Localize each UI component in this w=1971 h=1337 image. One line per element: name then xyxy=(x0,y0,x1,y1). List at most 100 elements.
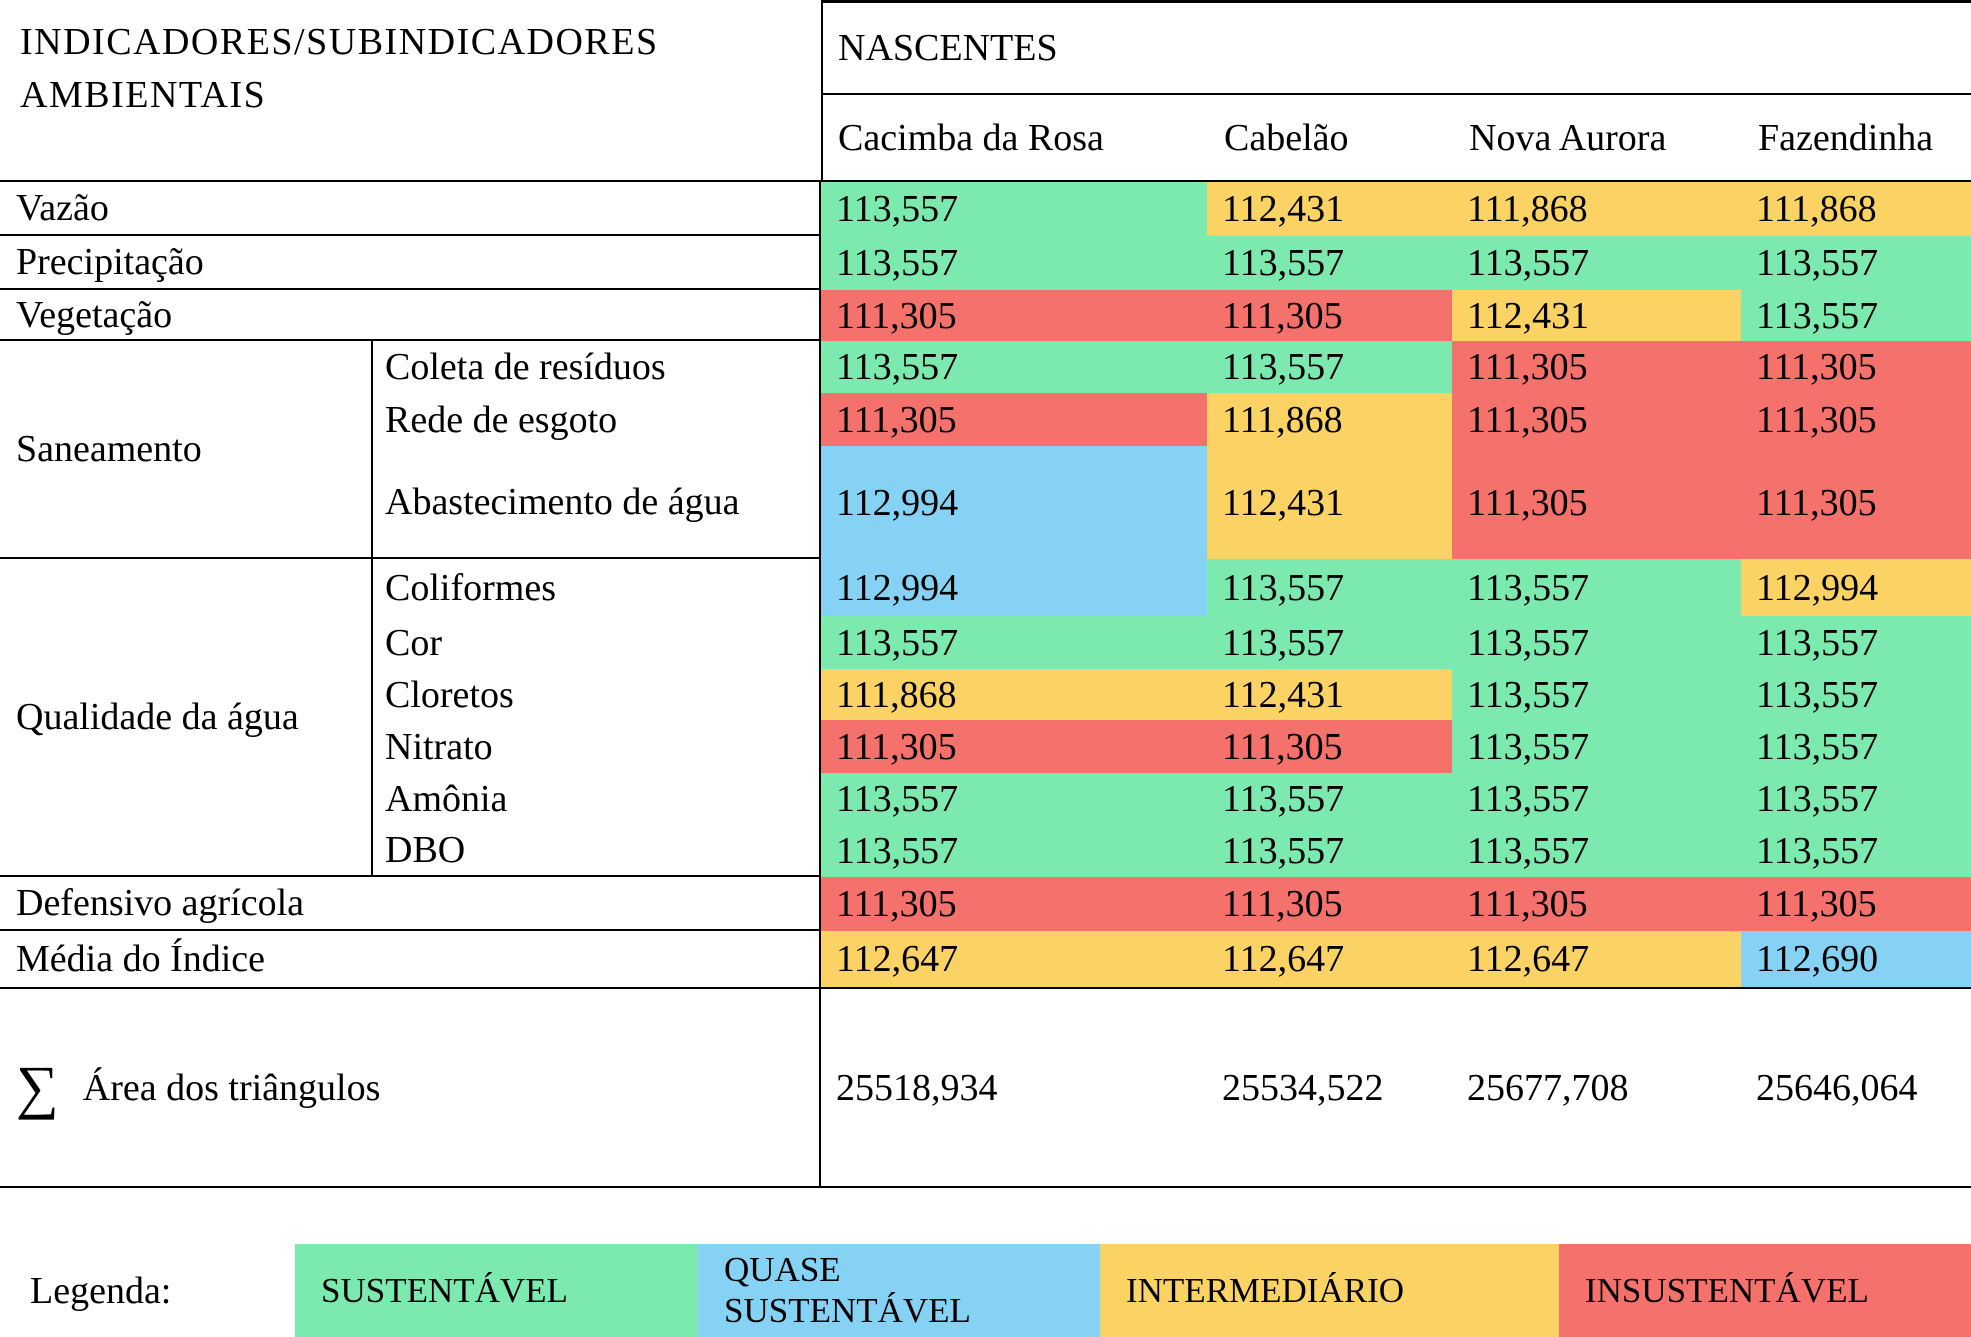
value-cell: 113,557 xyxy=(821,236,1207,290)
subrow-label-dbo: DBO xyxy=(373,825,821,877)
value-cell: 112,431 xyxy=(1207,182,1452,236)
value-cell: 111,305 xyxy=(1741,877,1971,931)
value-cell: 112,994 xyxy=(821,446,1207,559)
value-cell: 111,305 xyxy=(1207,290,1452,341)
value-cell: 113,557 xyxy=(1207,773,1452,825)
value-cell: 113,557 xyxy=(1452,616,1741,669)
row-label-media-do-indice: Média do Índice xyxy=(0,931,821,989)
group-label-qualidade-da-agua: Qualidade da água xyxy=(0,559,373,877)
value-cell: 111,305 xyxy=(1207,720,1452,773)
subrow-label-abastecimento-de-agua: Abastecimento de água xyxy=(373,446,821,559)
value-cell: 112,994 xyxy=(821,559,1207,616)
value-cell: 112,647 xyxy=(821,931,1207,989)
sigma-icon: ∑ xyxy=(16,1054,59,1120)
legend: Legenda: SUSTENTÁVEL QUASE SUSTENTÁVEL I… xyxy=(0,1244,1971,1337)
value-cell: 113,557 xyxy=(1452,669,1741,720)
table-title: INDICADORES/SUBINDICADORES AMBIENTAIS xyxy=(0,0,821,182)
value-cell: 111,305 xyxy=(821,877,1207,931)
sum-value-cell: 25518,934 xyxy=(821,989,1207,1188)
value-cell: 111,305 xyxy=(821,290,1207,341)
value-cell: 112,647 xyxy=(1452,931,1741,989)
value-cell: 111,305 xyxy=(1452,341,1741,393)
sum-value-cell: 25677,708 xyxy=(1452,989,1741,1188)
value-cell: 111,305 xyxy=(1207,877,1452,931)
value-cell: 113,557 xyxy=(1452,720,1741,773)
value-cell: 113,557 xyxy=(1741,290,1971,341)
value-cell: 113,557 xyxy=(1452,825,1741,877)
value-cell: 113,557 xyxy=(1207,559,1452,616)
subrow-label-cloretos: Cloretos xyxy=(373,669,821,720)
sum-row-label: ∑ Área dos triângulos xyxy=(0,989,821,1188)
nascentes-header: NASCENTES xyxy=(823,3,1971,95)
value-cell: 111,868 xyxy=(1452,182,1741,236)
value-cell: 111,305 xyxy=(821,720,1207,773)
row-label-precipitacao: Precipitação xyxy=(0,236,821,290)
column-header-cacimba-da-rosa: Cacimba da Rosa xyxy=(838,116,1104,159)
value-cell: 112,690 xyxy=(1741,931,1971,989)
value-cell: 111,868 xyxy=(1207,393,1452,446)
legend-item-label: SUSTENTÁVEL xyxy=(321,1270,568,1310)
value-cell: 113,557 xyxy=(1741,236,1971,290)
columns-header: NASCENTES Cacimba da Rosa Cabelão Nova A… xyxy=(821,0,1971,182)
legend-item-label: INSUSTENTÁVEL xyxy=(1585,1270,1869,1310)
column-header-nova-aurora: Nova Aurora xyxy=(1469,116,1667,159)
value-cell: 113,557 xyxy=(1452,559,1741,616)
sum-row-label-text: Área dos triângulos xyxy=(82,1066,381,1109)
value-cell: 111,868 xyxy=(1741,182,1971,236)
sum-value-cell: 25534,522 xyxy=(1207,989,1452,1188)
value-cell: 113,557 xyxy=(1741,720,1971,773)
value-cell: 111,305 xyxy=(821,393,1207,446)
column-header-cabelao: Cabelão xyxy=(1224,116,1349,159)
legend-item-label: QUASE SUSTENTÁVEL xyxy=(724,1250,971,1330)
value-cell: 113,557 xyxy=(1452,236,1741,290)
subrow-label-cor: Cor xyxy=(373,616,821,669)
sum-value-cell: 25646,064 xyxy=(1741,989,1971,1188)
value-cell: 113,557 xyxy=(821,825,1207,877)
column-names-row: Cacimba da Rosa Cabelão Nova Aurora Faze… xyxy=(823,95,1971,180)
legend-title: Legenda: xyxy=(30,1269,172,1312)
value-cell: 111,305 xyxy=(1741,446,1971,559)
subrow-label-coliformes: Coliformes xyxy=(373,559,821,616)
value-cell: 112,431 xyxy=(1452,290,1741,341)
indicators-table: INDICADORES/SUBINDICADORES AMBIENTAIS NA… xyxy=(0,0,1971,1188)
value-cell: 112,994 xyxy=(1741,559,1971,616)
value-cell: 113,557 xyxy=(821,616,1207,669)
value-cell: 113,557 xyxy=(1207,236,1452,290)
table-title-line1: INDICADORES/SUBINDICADORES xyxy=(20,21,659,63)
value-cell: 111,305 xyxy=(1452,446,1741,559)
subrow-label-amonia: Amônia xyxy=(373,773,821,825)
subrow-label-nitrato: Nitrato xyxy=(373,720,821,773)
legend-item-insustentavel: INSUSTENTÁVEL xyxy=(1559,1244,1971,1337)
table-title-line2: AMBIENTAIS xyxy=(20,74,267,117)
value-cell: 111,305 xyxy=(1741,393,1971,446)
legend-item-sustentavel: SUSTENTÁVEL xyxy=(295,1244,698,1337)
row-label-vegetacao: Vegetação xyxy=(0,290,821,341)
value-cell: 113,557 xyxy=(821,341,1207,393)
value-cell: 113,557 xyxy=(1207,825,1452,877)
value-cell: 113,557 xyxy=(1452,773,1741,825)
legend-item-label: INTERMEDIÁRIO xyxy=(1126,1270,1405,1310)
row-label-defensivo-agricola: Defensivo agrícola xyxy=(0,877,821,931)
value-cell: 111,305 xyxy=(1452,393,1741,446)
legend-item-intermediario: INTERMEDIÁRIO xyxy=(1100,1244,1559,1337)
value-cell: 113,557 xyxy=(1741,773,1971,825)
column-header-fazendinha: Fazendinha xyxy=(1758,116,1934,159)
value-cell: 112,431 xyxy=(1207,446,1452,559)
subrow-label-coleta-de-residuos: Coleta de resíduos xyxy=(373,341,821,393)
row-label-vazao: Vazão xyxy=(0,182,821,236)
value-cell: 111,305 xyxy=(1452,877,1741,931)
value-cell: 113,557 xyxy=(821,773,1207,825)
value-cell: 111,868 xyxy=(821,669,1207,720)
value-cell: 112,647 xyxy=(1207,931,1452,989)
group-label-saneamento: Saneamento xyxy=(0,341,373,559)
value-cell: 113,557 xyxy=(1207,616,1452,669)
value-cell: 113,557 xyxy=(1741,669,1971,720)
legend-item-quase-sustentavel: QUASE SUSTENTÁVEL xyxy=(698,1244,1100,1337)
value-cell: 111,305 xyxy=(1741,341,1971,393)
value-cell: 113,557 xyxy=(1741,616,1971,669)
value-cell: 113,557 xyxy=(1207,341,1452,393)
value-cell: 113,557 xyxy=(1741,825,1971,877)
subrow-label-rede-de-esgoto: Rede de esgoto xyxy=(373,393,821,446)
value-cell: 113,557 xyxy=(821,182,1207,236)
value-cell: 112,431 xyxy=(1207,669,1452,720)
